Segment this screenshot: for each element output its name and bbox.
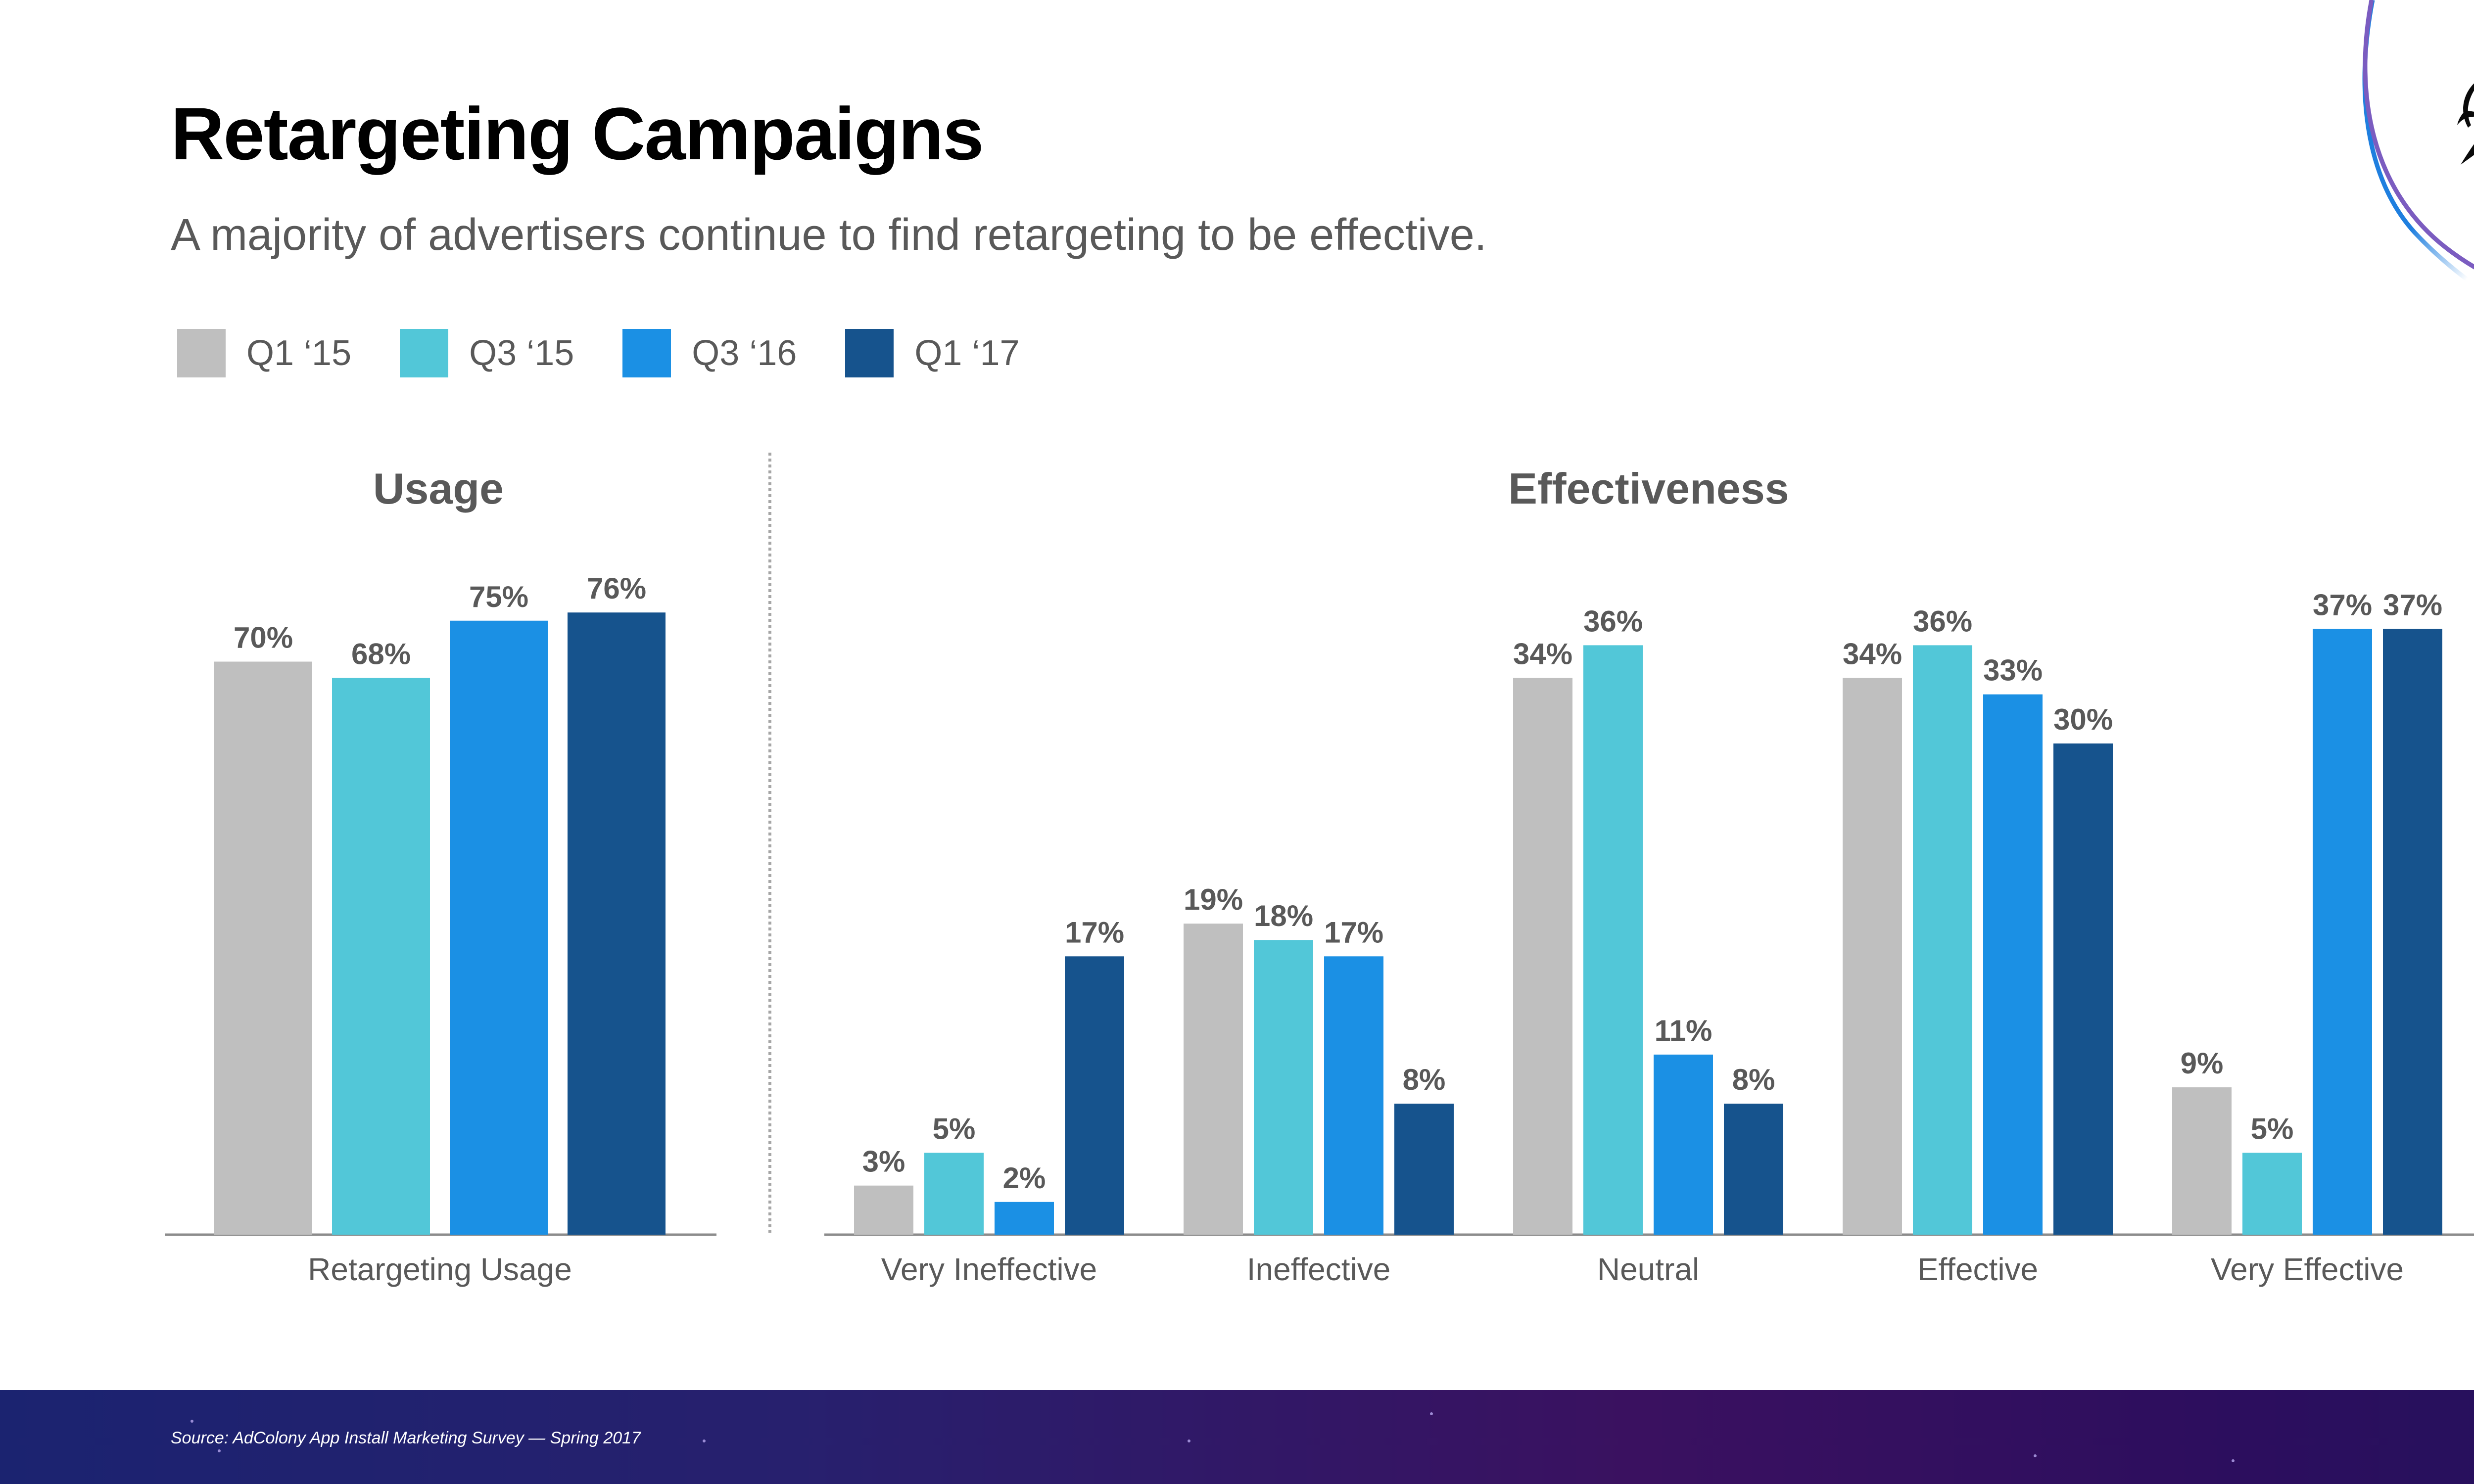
bar-q3-16-very-effective xyxy=(2313,629,2372,1235)
legend-swatch xyxy=(622,329,671,377)
bar-q3-15-very-ineffective xyxy=(924,1153,984,1235)
bar-q3-16-neutral xyxy=(1654,1054,1713,1235)
effectiveness-chart-title: Effectiveness xyxy=(1508,464,1789,513)
category-label: Effective xyxy=(1917,1252,2038,1287)
legend-label: Q3 ‘16 xyxy=(692,333,797,373)
legend-label: Q1 ‘17 xyxy=(914,333,1020,373)
bar-q1-17-ineffective xyxy=(1394,1104,1454,1235)
star-decoration xyxy=(2232,1459,2235,1462)
data-label: 34% xyxy=(1513,638,1572,671)
star-decoration xyxy=(2034,1454,2037,1457)
data-label: 75% xyxy=(469,580,528,613)
bar-q1-15-ineffective xyxy=(1184,924,1243,1235)
data-label: 9% xyxy=(2181,1047,2224,1080)
data-label: 5% xyxy=(933,1113,976,1146)
bar-q3-16-very-ineffective xyxy=(995,1202,1054,1235)
logo-arc-purple xyxy=(2363,0,2474,270)
data-label: 8% xyxy=(1732,1063,1775,1096)
data-label: 11% xyxy=(1655,1014,1713,1047)
legend-swatch xyxy=(845,329,894,377)
legend-swatch xyxy=(177,329,226,377)
page-subtitle: A majority of advertisers continue to fi… xyxy=(171,210,1487,260)
star-decoration xyxy=(703,1439,706,1442)
data-label: 36% xyxy=(1913,604,1972,638)
data-label: 17% xyxy=(1324,916,1383,949)
bar-q1-15-very-ineffective xyxy=(854,1185,913,1235)
bar-q3-15-ineffective xyxy=(1254,940,1313,1235)
data-label: 37% xyxy=(2313,588,2372,621)
chart-legend: Q1 ‘15 Q3 ‘15 Q3 ‘16 Q1 ‘17 xyxy=(177,329,1068,377)
category-label: Very Ineffective xyxy=(881,1252,1097,1287)
bar-q1-15-retargeting-usage xyxy=(214,661,312,1235)
footer-bar: Source: AdColony App Install Marketing S… xyxy=(0,1390,2474,1484)
effectiveness-chart: 3% 5% 2% 17% Very Ineffective 19% 18% 17% 8% Inef… xyxy=(824,588,2474,1287)
bar-q1-17-retargeting-usage xyxy=(568,612,666,1235)
data-label: 5% xyxy=(2251,1113,2294,1146)
data-label: 30% xyxy=(2053,703,2113,736)
page-title: Retargeting Campaigns xyxy=(171,92,984,175)
bar-q1-17-very-ineffective xyxy=(1065,956,1124,1235)
data-label: 18% xyxy=(1254,899,1313,932)
data-label: 17% xyxy=(1065,916,1124,949)
bar-q1-17-neutral xyxy=(1724,1104,1783,1235)
data-label: 70% xyxy=(234,621,293,654)
data-label: 19% xyxy=(1184,883,1243,916)
bar-q1-17-effective xyxy=(2053,743,2113,1235)
bar-q1-15-neutral xyxy=(1513,678,1572,1235)
charts-area: Usage Effectiveness 70% 68% 75% 76% Retarget… xyxy=(165,453,2474,1287)
bar-q3-15-neutral xyxy=(1583,645,1643,1235)
star-decoration xyxy=(190,1420,193,1423)
data-label: 33% xyxy=(1983,654,2043,687)
legend-item-q3-15: Q3 ‘15 xyxy=(400,329,574,377)
bar-q1-15-very-effective xyxy=(2172,1087,2232,1235)
bar-q3-16-effective xyxy=(1983,694,2043,1235)
star-decoration xyxy=(1430,1412,1433,1415)
rocket-icon xyxy=(2457,83,2474,165)
usage-chart: 70% 68% 75% 76% Retargeting Usage xyxy=(165,572,716,1287)
legend-swatch xyxy=(400,329,449,377)
data-label: 76% xyxy=(587,572,646,605)
legend-item-q3-16: Q3 ‘16 xyxy=(622,329,797,377)
category-label: Retargeting Usage xyxy=(308,1252,572,1287)
bar-q3-15-effective xyxy=(1913,645,1972,1235)
legend-label: Q3 ‘15 xyxy=(469,333,574,373)
bar-q3-16-retargeting-usage xyxy=(450,620,548,1235)
logo-decoration xyxy=(2362,0,2474,287)
data-label: 36% xyxy=(1583,604,1643,638)
bar-q1-15-effective xyxy=(1843,678,1902,1235)
star-decoration xyxy=(218,1449,221,1452)
source-citation: Source: AdColony App Install Marketing S… xyxy=(171,1429,641,1447)
bar-q3-15-retargeting-usage xyxy=(332,678,430,1235)
bar-q3-16-ineffective xyxy=(1324,956,1383,1235)
legend-item-q1-17: Q1 ‘17 xyxy=(845,329,1020,377)
star-decoration xyxy=(1188,1439,1190,1442)
data-label: 8% xyxy=(1403,1063,1446,1096)
bar-q3-15-very-effective xyxy=(2242,1153,2302,1235)
data-label: 37% xyxy=(2383,588,2442,621)
data-label: 68% xyxy=(351,638,411,671)
category-label: Ineffective xyxy=(1247,1252,1391,1287)
category-label: Neutral xyxy=(1597,1252,1699,1287)
data-label: 3% xyxy=(862,1145,905,1178)
bar-q1-17-very-effective xyxy=(2383,629,2442,1235)
legend-label: Q1 ‘15 xyxy=(246,333,352,373)
usage-chart-title: Usage xyxy=(373,464,504,513)
data-label: 2% xyxy=(1003,1161,1046,1195)
legend-item-q1-15: Q1 ‘15 xyxy=(177,329,351,377)
category-label: Very Effective xyxy=(2211,1252,2404,1287)
data-label: 34% xyxy=(1843,638,1902,671)
